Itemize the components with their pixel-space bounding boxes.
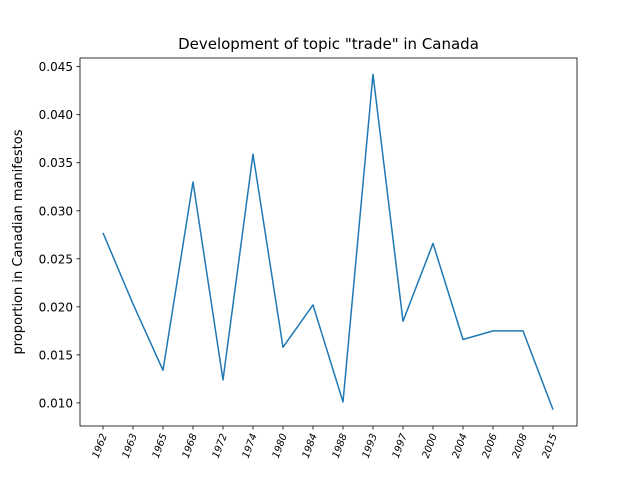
y-tick-label: 0.015 bbox=[39, 348, 73, 362]
x-tick-label: 1984 bbox=[301, 432, 320, 460]
x-tick-label: 1972 bbox=[211, 432, 230, 460]
x-tick-label: 2006 bbox=[481, 432, 500, 460]
x-tick-label: 2000 bbox=[421, 432, 440, 460]
chart-title: Development of topic "trade" in Canada bbox=[178, 35, 479, 53]
x-tick-label: 1965 bbox=[151, 432, 170, 460]
series-line bbox=[102, 73, 554, 410]
axes-frame bbox=[79, 57, 578, 427]
y-tick-label: 0.035 bbox=[39, 156, 73, 170]
y-tick-label: 0.030 bbox=[39, 204, 73, 218]
x-tick-label: 2015 bbox=[541, 432, 560, 460]
y-tick-label: 0.010 bbox=[39, 396, 73, 410]
plot-area: 0.010 0.015 0.020 0.025 0.030 0.035 0.040 0.045… bbox=[39, 57, 578, 460]
x-tick-label: 1963 bbox=[121, 432, 140, 460]
x-tick-label: 2004 bbox=[451, 432, 470, 460]
y-tick-label: 0.020 bbox=[39, 300, 73, 314]
y-tick-label: 0.025 bbox=[39, 252, 73, 266]
x-tick-label: 1962 bbox=[91, 432, 110, 460]
x-tick-label: 1993 bbox=[361, 432, 380, 460]
x-tick-label: 2008 bbox=[511, 432, 530, 460]
y-axis-label: proportion in Canadian manifestos bbox=[11, 129, 26, 354]
x-tick-label: 1997 bbox=[391, 432, 410, 460]
x-tick-label: 1974 bbox=[241, 432, 260, 460]
x-tick-label: 1988 bbox=[331, 432, 350, 460]
x-tick-label: 1968 bbox=[181, 432, 200, 460]
y-tick-label: 0.040 bbox=[39, 108, 73, 122]
x-tick-label: 1980 bbox=[271, 432, 290, 460]
y-tick-label: 0.045 bbox=[39, 60, 73, 74]
